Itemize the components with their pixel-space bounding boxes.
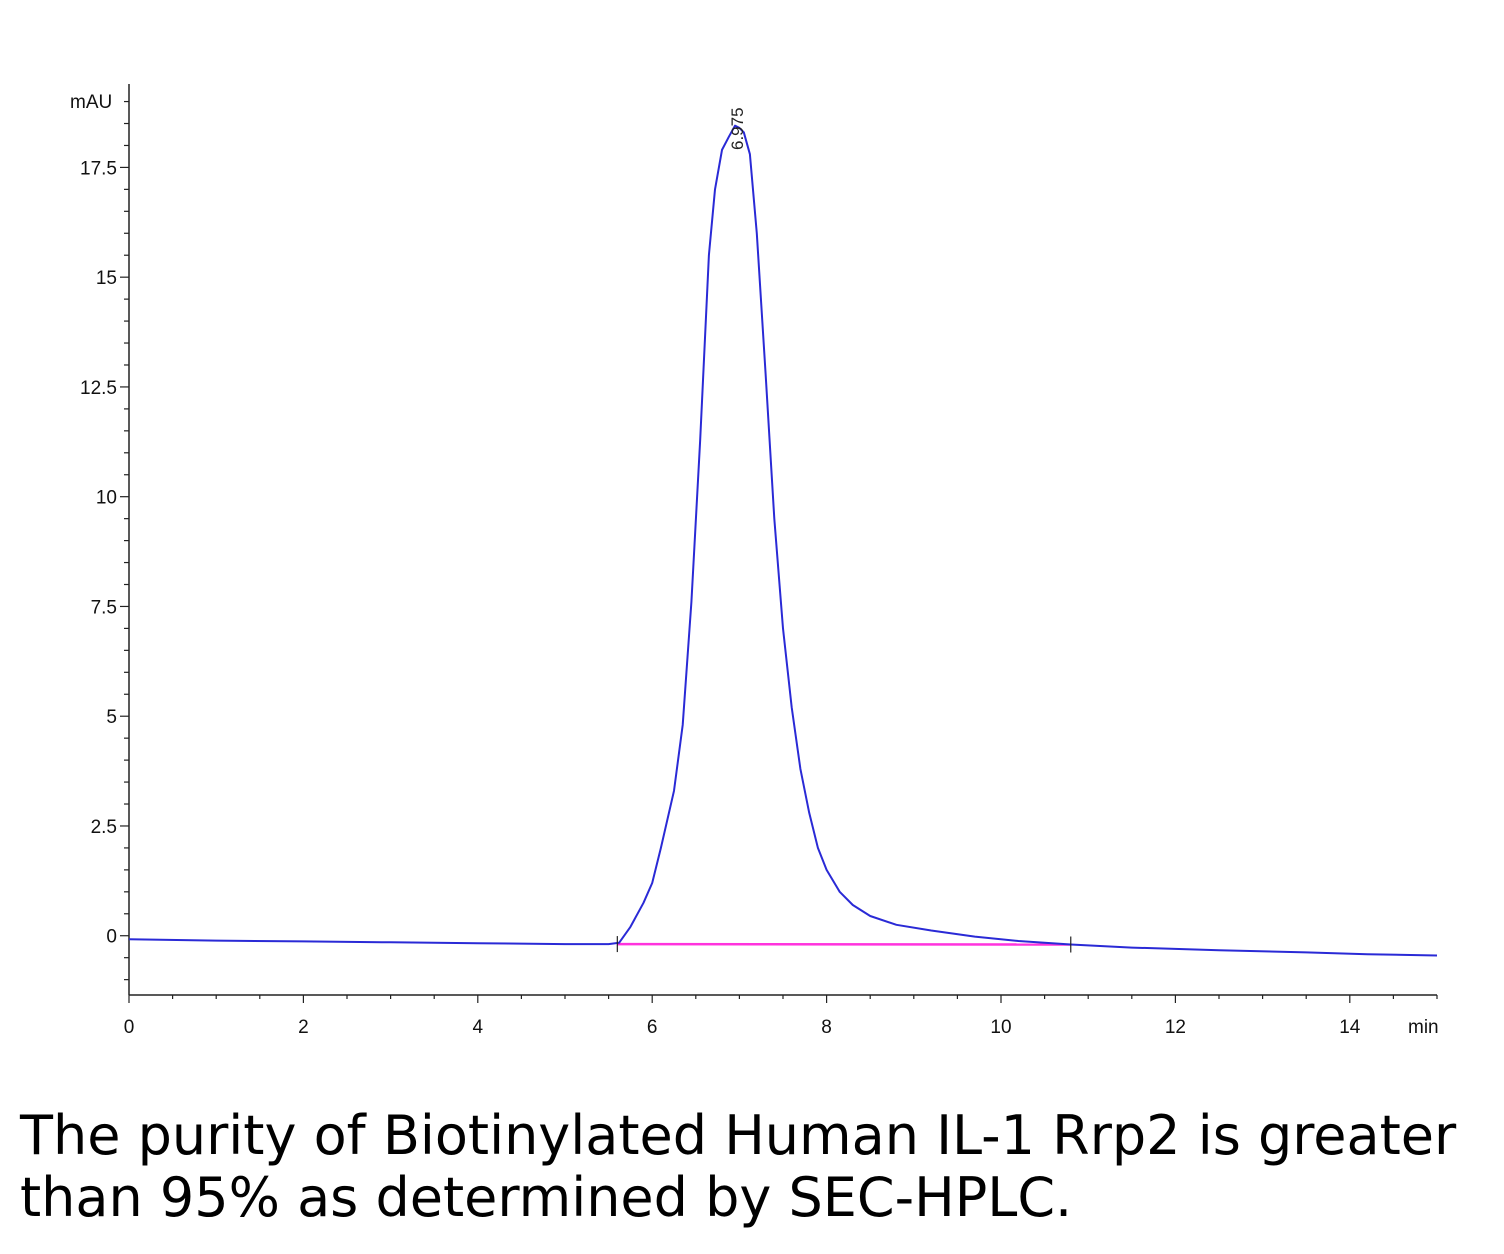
- x-tick-label: 6: [647, 1017, 658, 1038]
- x-tick-label: 10: [990, 1017, 1011, 1038]
- tick-marks: [120, 100, 1438, 1003]
- x-tick-label: 4: [473, 1017, 484, 1038]
- x-tick-label: 12: [1165, 1017, 1186, 1038]
- x-tick-label: 0: [124, 1017, 135, 1038]
- axes: [128, 84, 1437, 996]
- y-unit-label: mAU: [70, 92, 112, 113]
- y-tick-label: 12.5: [80, 378, 117, 399]
- y-tick-label: 2.5: [91, 817, 117, 838]
- x-tick-label: 8: [821, 1017, 832, 1038]
- y-tick-label: 10: [96, 488, 117, 509]
- tick-labels: 0 2.5 5 7.5 10 12.5 15 17.5 0 2 4 6 8 10 12 14: [80, 158, 1361, 1038]
- figure-caption: The purity of Biotinylated Human IL-1 Rr…: [20, 1104, 1457, 1229]
- y-tick-label: 17.5: [80, 158, 117, 179]
- chromatogram-series-line: [128, 124, 1438, 957]
- data-series: [128, 124, 1438, 957]
- x-unit-label: min: [1408, 1017, 1439, 1038]
- peak-retention-label: 6.975: [728, 107, 747, 150]
- y-tick-label: 15: [96, 268, 117, 289]
- y-tick-label: 5: [106, 707, 117, 728]
- x-tick-label: 14: [1339, 1017, 1361, 1038]
- y-tick-label: 7.5: [91, 597, 117, 618]
- y-tick-label: 0: [106, 927, 117, 948]
- x-tick-label: 2: [298, 1017, 309, 1038]
